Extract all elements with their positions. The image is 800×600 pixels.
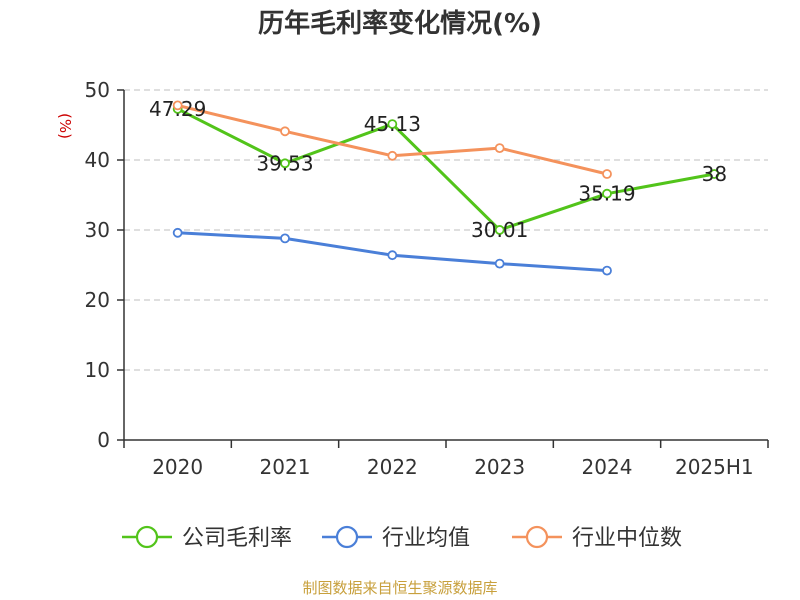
y-tick-label: 30 [85,218,110,242]
y-tick-label: 20 [85,288,110,312]
data-point [602,169,612,179]
legend-item: 公司毛利率 [122,525,292,551]
data-label: 39.53 [256,151,313,175]
legend-label: 行业中位数 [572,526,682,551]
axes: 0 10 20 30 40 50 2020 2021 2022 2023 2024 2025H1 [85,78,769,479]
data-label: 35.19 [578,182,635,206]
data-label: 47.29 [149,97,206,121]
data-point [387,119,398,129]
data-label: 30.01 [471,218,528,242]
data-labels: 47.29 39.53 45.13 30.01 35.19 38 [149,97,727,242]
x-tick-label: 2022 [367,455,418,479]
y-axis-unit-label: (%) [56,113,74,139]
data-point [494,225,505,235]
data-point [387,150,398,161]
chart-title: 历年毛利率变化情况(%) [258,8,542,39]
series-group [172,100,720,276]
legend-marker [525,525,549,549]
series-0 [172,104,720,235]
legend-label: 行业均值 [382,526,470,551]
legend-item: 行业均值 [322,525,470,551]
x-tick-label: 2023 [474,455,525,479]
legend-item: 行业中位数 [512,525,682,551]
data-point [602,188,612,199]
data-point [709,169,720,179]
data-label: 38 [702,162,727,186]
legend: 公司毛利率 行业均值 行业中位数 [122,525,682,551]
y-tick-label: 50 [85,78,110,102]
data-point [387,250,398,261]
y-tick-label: 10 [85,358,110,382]
y-tick-label: 40 [85,148,110,172]
data-point [172,227,183,238]
data-point [280,158,290,169]
data-point [494,143,505,154]
x-tick-label: 2025H1 [675,455,754,479]
legend-label: 公司毛利率 [182,526,292,551]
data-point [280,233,290,244]
x-tick-label: 2021 [260,455,311,479]
data-label: 45.13 [364,112,421,136]
legend-marker [335,525,359,549]
series-2 [172,100,612,179]
series-line [176,107,715,232]
data-point [494,258,505,269]
data-point [602,265,612,276]
gridlines [124,89,768,371]
y-tick-label: 0 [97,428,110,452]
x-tick-label: 2020 [152,455,203,479]
legend-marker [135,525,159,549]
data-point [172,100,183,111]
series-1 [172,227,612,276]
x-tick-label: 2024 [582,455,633,479]
source-note: 制图数据来自恒生聚源数据库 [302,579,497,597]
data-point [280,126,290,137]
